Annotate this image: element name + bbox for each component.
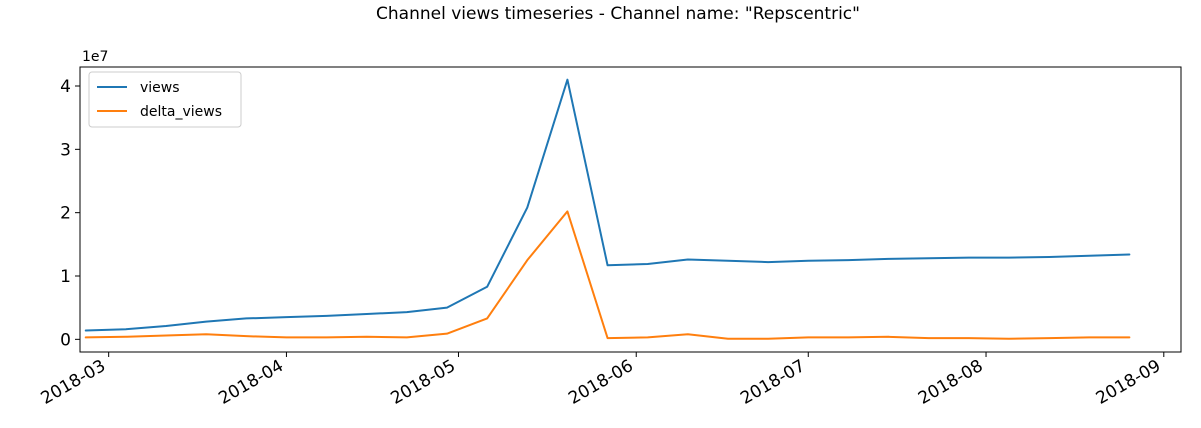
series-line-delta-views bbox=[84, 210, 1131, 340]
chart-title: Channel views timeseries - Channel name:… bbox=[376, 4, 860, 24]
plot-area bbox=[84, 78, 1131, 340]
legend-box bbox=[88, 71, 242, 128]
y-tick-label: 4 bbox=[60, 77, 71, 97]
y-axis: 0 1 2 3 4 bbox=[60, 77, 80, 350]
axes-frame bbox=[79, 66, 1182, 353]
x-tick-label: 2018-06 bbox=[565, 356, 637, 409]
legend-label-delta-views: delta_views bbox=[140, 104, 222, 120]
x-tick-label: 2018-08 bbox=[915, 356, 987, 409]
y-axis-scale-label: 1e7 bbox=[82, 49, 108, 65]
x-tick-label: 2018-05 bbox=[387, 356, 459, 409]
x-tick-label: 2018-03 bbox=[38, 356, 110, 409]
legend-label-views: views bbox=[140, 80, 180, 96]
y-tick-label: 3 bbox=[60, 140, 71, 160]
series-line-views bbox=[84, 78, 1131, 332]
x-tick-label: 2018-07 bbox=[737, 356, 809, 409]
y-tick-label: 0 bbox=[60, 330, 71, 350]
y-tick-label: 2 bbox=[60, 204, 71, 224]
x-tick-label: 2018-09 bbox=[1093, 356, 1165, 409]
legend: views delta_views bbox=[88, 71, 242, 128]
x-axis: 2018-03 2018-04 2018-05 2018-06 2018-07 2018-… bbox=[38, 352, 1165, 409]
y-tick-label: 1 bbox=[60, 267, 71, 287]
x-tick-label: 2018-04 bbox=[215, 356, 287, 409]
